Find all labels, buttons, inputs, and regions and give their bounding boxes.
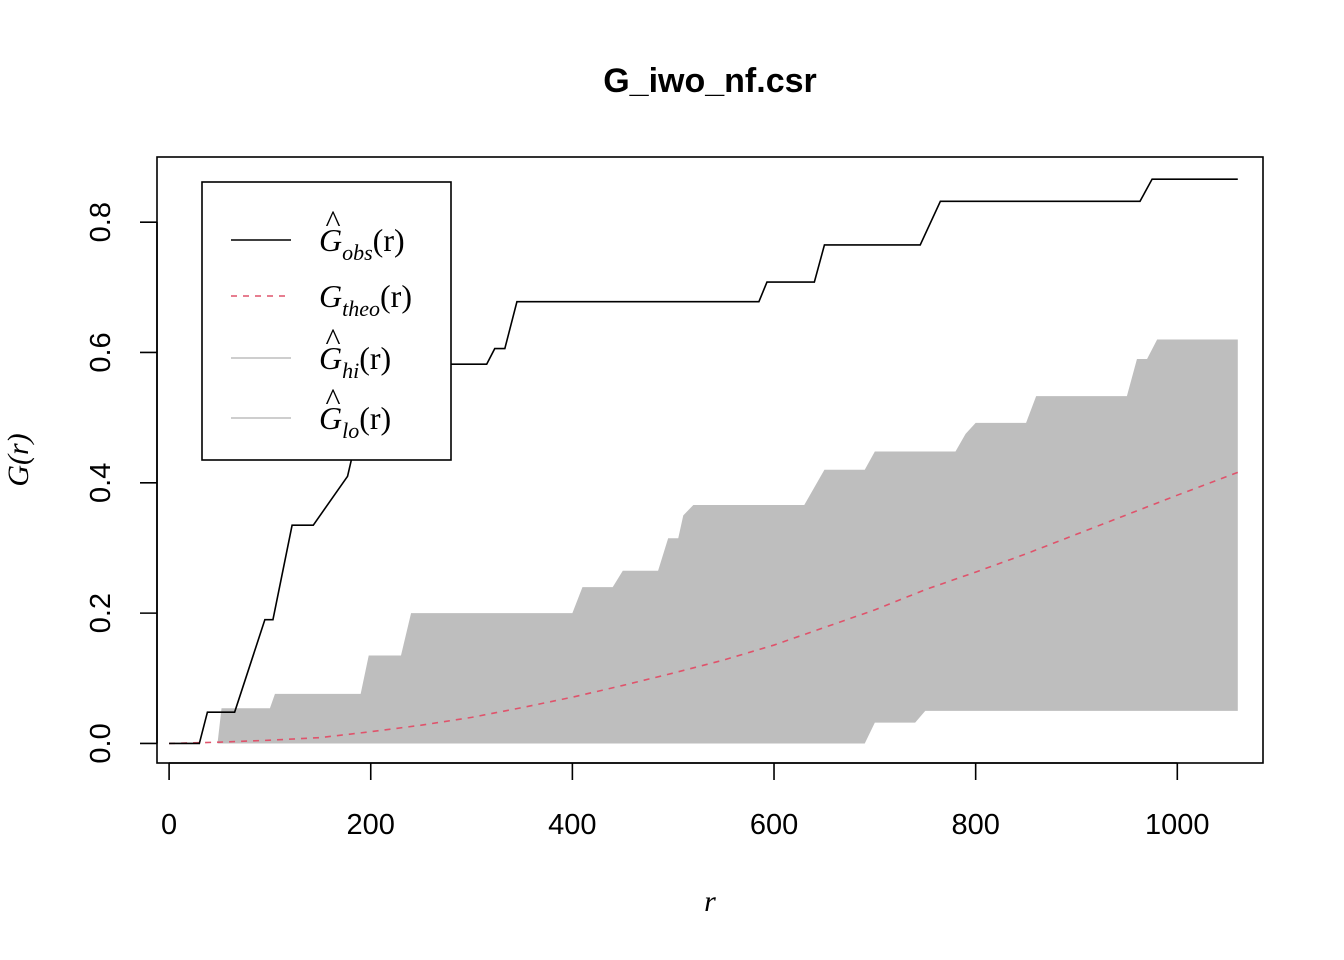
x-tick-label: 1000 xyxy=(1145,809,1210,841)
legend-hat: ^ xyxy=(325,321,340,357)
y-tick-label: 0.2 xyxy=(85,593,117,633)
legend-entry-hi: Ghi(r)^ xyxy=(231,321,391,383)
legend-entry-obs: Gobs(r)^ xyxy=(231,203,405,265)
legend-hat: ^ xyxy=(325,203,340,239)
y-axis: 0.0 0.2 0.4 0.6 0.8 xyxy=(85,202,158,764)
envelope-fill xyxy=(217,339,1238,744)
legend-label: Ghi(r) xyxy=(319,340,391,383)
chart-title: G_iwo_nf.csr xyxy=(603,62,817,100)
envelope-band xyxy=(217,339,1238,744)
x-tick-label: 600 xyxy=(750,809,798,841)
y-tick-label: 0.6 xyxy=(85,332,117,372)
y-axis-label: G(r) xyxy=(2,433,35,486)
legend-label: Gobs(r) xyxy=(319,222,405,265)
y-tick-label: 0.4 xyxy=(85,463,117,503)
legend: Gobs(r)^Gtheo(r)Ghi(r)^Glo(r)^ xyxy=(201,181,452,461)
x-axis: 0 200 400 600 800 1000 xyxy=(161,762,1210,841)
legend-label: Gtheo(r) xyxy=(319,278,412,321)
legend-hat: ^ xyxy=(325,381,340,417)
x-axis-label: r xyxy=(704,885,716,918)
legend-entry-lo: Glo(r)^ xyxy=(231,381,391,443)
y-tick-label: 0.0 xyxy=(85,723,117,763)
legend-box xyxy=(201,181,452,461)
x-tick-label: 0 xyxy=(161,809,177,841)
x-tick-label: 400 xyxy=(548,809,596,841)
x-tick-label: 200 xyxy=(347,809,395,841)
legend-entry-theo: Gtheo(r) xyxy=(231,278,412,321)
x-tick-label: 800 xyxy=(951,809,999,841)
legend-label: Glo(r) xyxy=(319,400,391,443)
y-tick-label: 0.8 xyxy=(85,202,117,242)
